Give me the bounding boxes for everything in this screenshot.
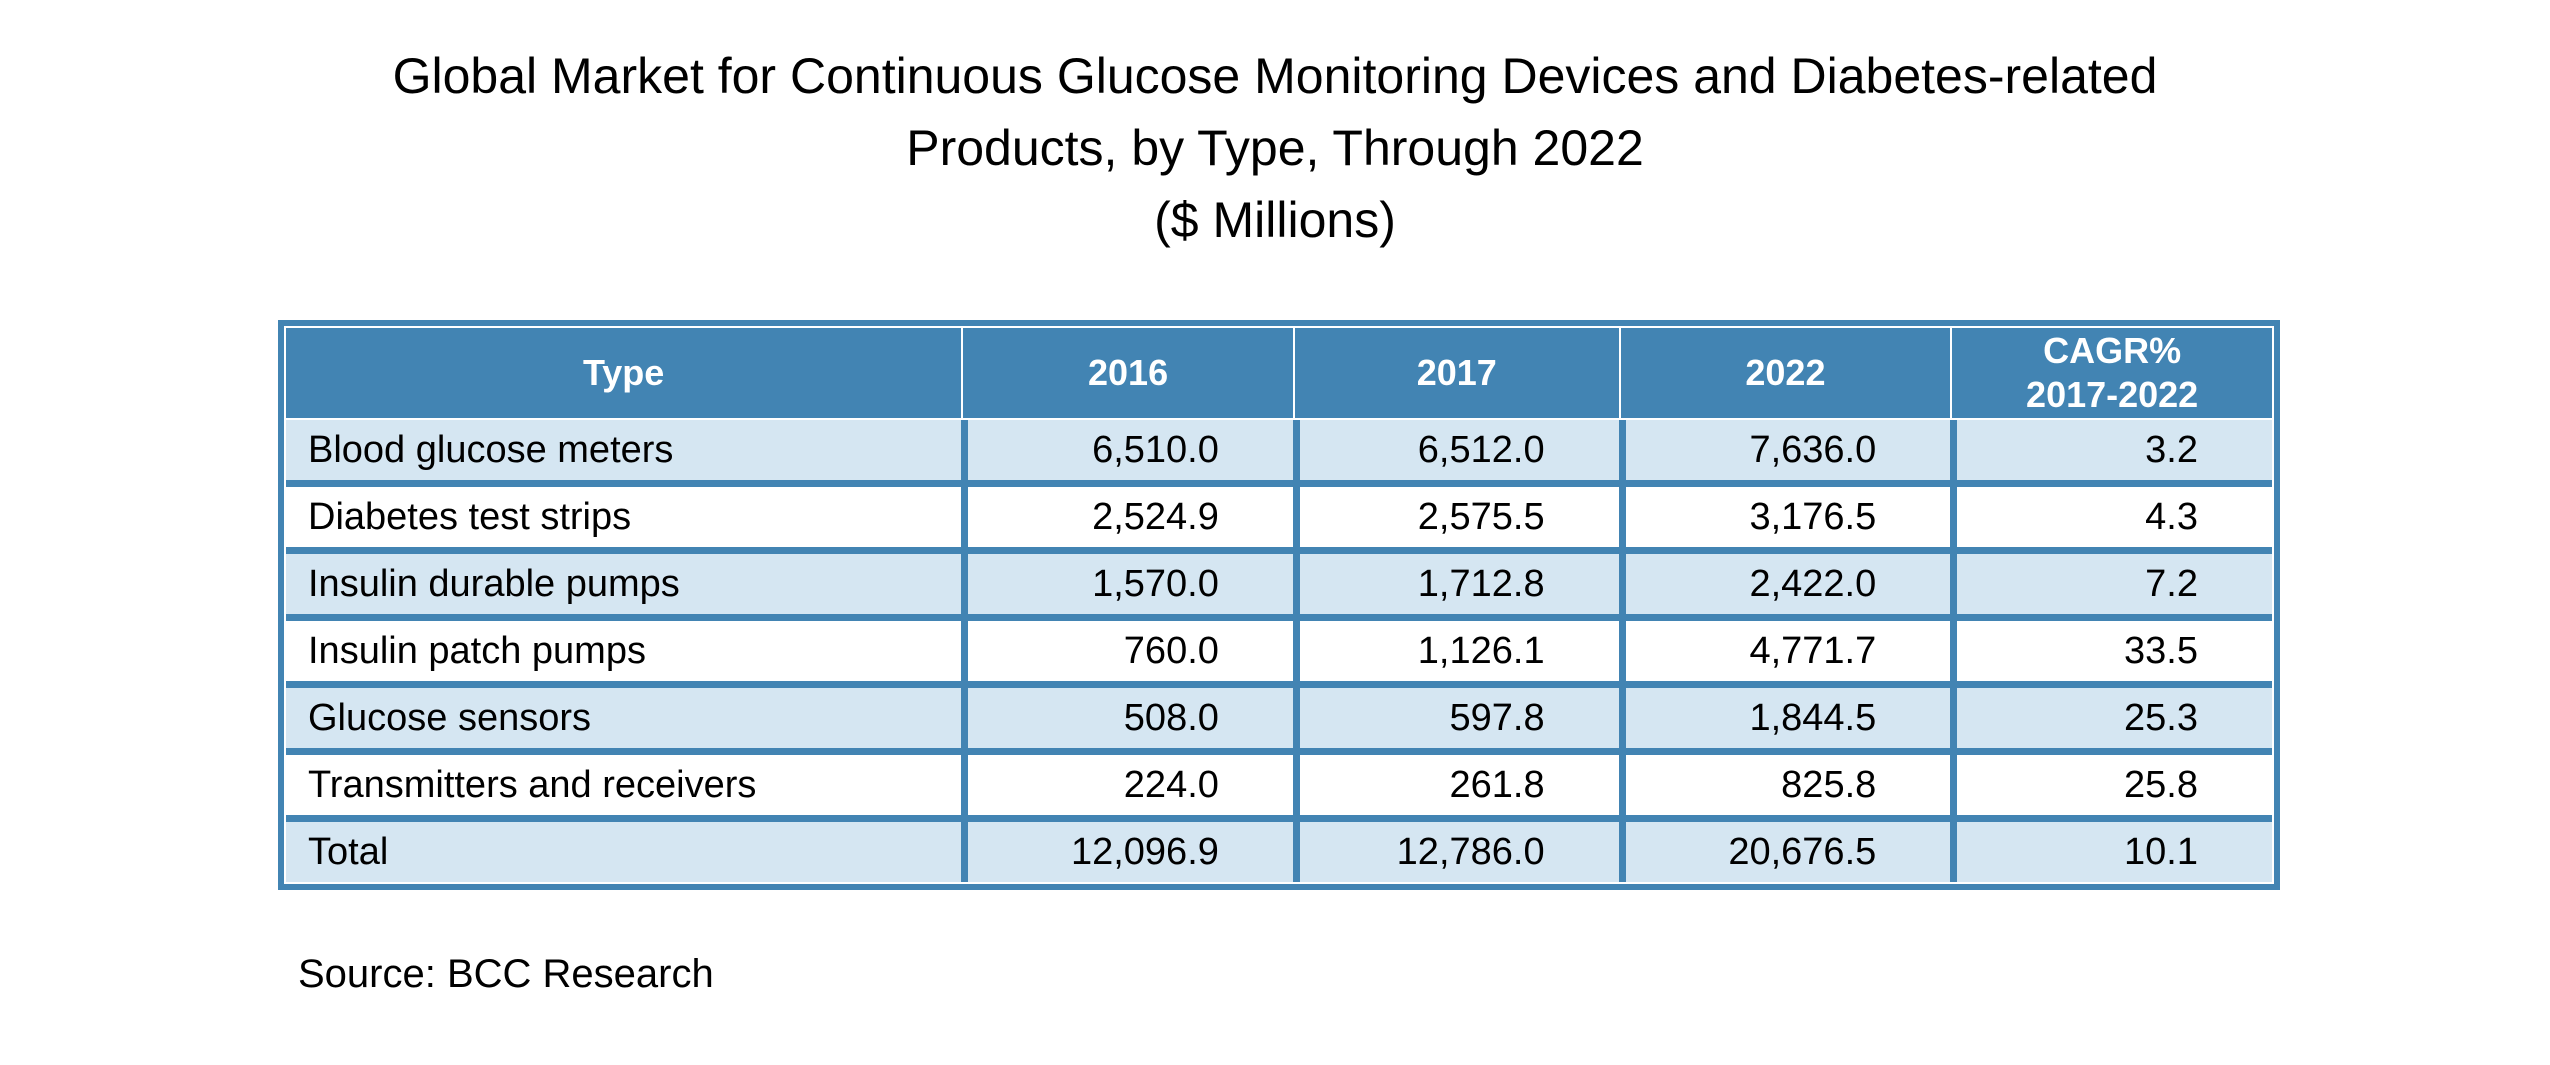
title-line-3: ($ Millions) xyxy=(1154,192,1396,248)
table-row-glucose-sensors: Glucose sensors 508.0 597.8 1,844.5 25.3 xyxy=(286,681,2272,748)
value-cagr: 7.2 xyxy=(1950,554,2272,614)
value-2022: 20,676.5 xyxy=(1618,822,1951,882)
value-2016: 12,096.9 xyxy=(961,822,1293,882)
table-row-transmitters-and-receivers: Transmitters and receivers 224.0 261.8 8… xyxy=(286,748,2272,815)
column-header-type: Type xyxy=(582,352,665,393)
value-2022: 7,636.0 xyxy=(1618,420,1951,480)
table-body: Blood glucose meters 6,510.0 6,512.0 7,6… xyxy=(286,420,2272,882)
value-2016: 2,524.9 xyxy=(961,487,1293,547)
value-2016: 1,570.0 xyxy=(961,554,1293,614)
table-row-blood-glucose-meters: Blood glucose meters 6,510.0 6,512.0 7,6… xyxy=(286,420,2272,480)
row-label: Blood glucose meters xyxy=(308,428,674,471)
row-label: Insulin durable pumps xyxy=(308,562,680,605)
value-cagr: 25.8 xyxy=(1950,755,2272,815)
data-table: Type 2016 2017 2022 CAGR% 2017-2022 Bloo… xyxy=(278,320,2280,890)
row-label: Insulin patch pumps xyxy=(308,629,646,672)
value-cagr: 10.1 xyxy=(1950,822,2272,882)
table-row-insulin-patch-pumps: Insulin patch pumps 760.0 1,126.1 4,771.… xyxy=(286,614,2272,681)
row-label: Transmitters and receivers xyxy=(308,763,757,806)
title-line-1: Global Market for Continuous Glucose Mon… xyxy=(392,48,2158,104)
value-2017: 1,126.1 xyxy=(1292,621,1619,681)
row-label: Total xyxy=(308,830,389,873)
value-cagr: 25.3 xyxy=(1950,688,2272,748)
column-header-2017: 2017 xyxy=(1292,328,1619,418)
value-2017: 2,575.5 xyxy=(1292,487,1619,547)
value-cagr: 3.2 xyxy=(1950,420,2272,480)
value-2016: 6,510.0 xyxy=(961,420,1293,480)
title-line-2: Products, by Type, Through 2022 xyxy=(906,120,1644,176)
value-2017: 1,712.8 xyxy=(1292,554,1619,614)
row-label: Diabetes test strips xyxy=(308,495,632,538)
column-header-2016: 2016 xyxy=(961,328,1293,418)
table-row-total: Total 12,096.9 12,786.0 20,676.5 10.1 xyxy=(286,815,2272,882)
table-row-insulin-durable-pumps: Insulin durable pumps 1,570.0 1,712.8 2,… xyxy=(286,547,2272,614)
value-2017: 12,786.0 xyxy=(1292,822,1619,882)
value-2022: 825.8 xyxy=(1618,755,1951,815)
value-2017: 597.8 xyxy=(1292,688,1619,748)
value-2022: 3,176.5 xyxy=(1618,487,1951,547)
value-cagr: 4.3 xyxy=(1950,487,2272,547)
value-2022: 4,771.7 xyxy=(1618,621,1951,681)
value-2017: 6,512.0 xyxy=(1292,420,1619,480)
source-note: Source: BCC Research xyxy=(298,952,714,996)
value-2016: 760.0 xyxy=(961,621,1293,681)
table-header-row: Type 2016 2017 2022 CAGR% 2017-2022 xyxy=(286,328,2272,418)
value-2016: 508.0 xyxy=(961,688,1293,748)
value-2016: 224.0 xyxy=(961,755,1293,815)
table-row-diabetes-test-strips: Diabetes test strips 2,524.9 2,575.5 3,1… xyxy=(286,480,2272,547)
table-title: Global Market for Continuous Glucose Mon… xyxy=(0,40,2550,256)
row-label: Glucose sensors xyxy=(308,696,592,739)
column-header-cagr: CAGR% 2017-2022 xyxy=(1950,328,2272,418)
value-2022: 2,422.0 xyxy=(1618,554,1951,614)
value-2017: 261.8 xyxy=(1292,755,1619,815)
value-cagr: 33.5 xyxy=(1950,621,2272,681)
column-header-2022: 2022 xyxy=(1618,328,1951,418)
value-2022: 1,844.5 xyxy=(1618,688,1951,748)
